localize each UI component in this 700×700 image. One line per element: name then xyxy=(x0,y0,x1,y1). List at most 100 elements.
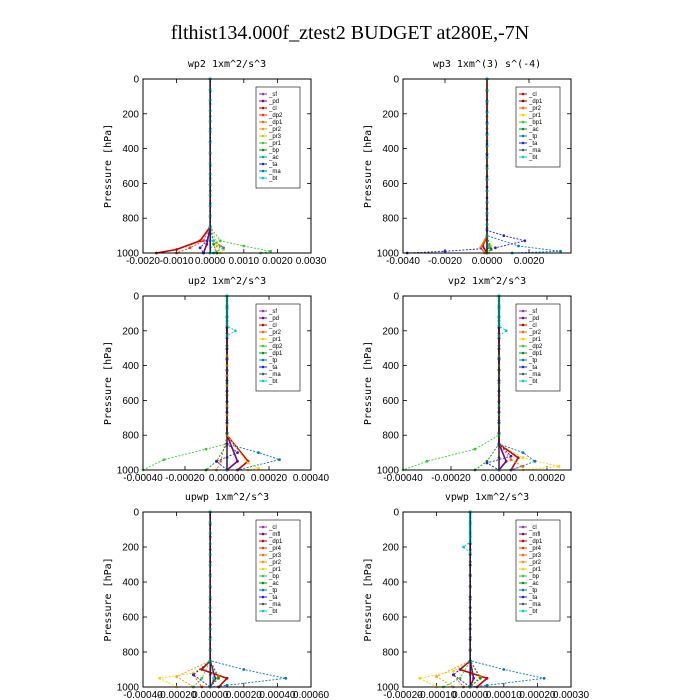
legend-label: _pr4 xyxy=(528,546,542,552)
chart-title: wp2 1xm^2/s^3 xyxy=(188,59,266,70)
legend-label: _ma xyxy=(528,602,541,608)
legend-marker xyxy=(261,323,265,327)
data-point xyxy=(502,668,506,671)
legend-marker xyxy=(261,113,265,117)
legend-label: _pr2 xyxy=(268,127,282,133)
chart-panel-5: upwp 1xm^2/s^3 Pressure [hPa] 0 200 400 600 80… xyxy=(103,492,330,700)
x-tick-label: 0.0010 xyxy=(229,256,260,267)
legend-label: _pr2 xyxy=(528,330,542,336)
legend-marker xyxy=(261,567,265,571)
data-point xyxy=(158,676,162,680)
legend-marker xyxy=(521,141,525,145)
y-tick-label: 400 xyxy=(382,361,399,372)
x-tick-label: -0.00040 xyxy=(383,473,423,484)
legend-label: _dp2 xyxy=(268,113,283,119)
legend-marker xyxy=(261,148,265,152)
y-axis-label: Pressure [hPa] xyxy=(103,124,114,208)
x-tick-label: 0.00010 xyxy=(486,690,523,700)
chart-panel-4: vp2 1xm^2/s^3 Pressure [hPa] 0 200 400 600 800… xyxy=(363,276,572,484)
chart-title: vpwp 1xm^2/s^3 xyxy=(445,492,529,503)
series-line-dp1 xyxy=(205,296,228,471)
legend-marker xyxy=(261,560,265,564)
legend-label: _pr1 xyxy=(528,113,542,119)
legend-label: _ta xyxy=(528,141,538,147)
legend-label: _pr2 xyxy=(528,106,542,112)
legend-label: _pr2 xyxy=(268,330,282,336)
x-tick-label: -0.00040 xyxy=(123,473,163,484)
y-tick-label: 0 xyxy=(133,508,139,519)
y-tick-label: 200 xyxy=(122,109,139,120)
legend-marker xyxy=(261,351,265,355)
y-tick-label: 0 xyxy=(393,75,399,86)
data-point xyxy=(472,676,475,680)
series-line-pr4 xyxy=(452,512,471,688)
legend: _sf_pd_cl_pr2_pr1_dp2_dp1_tp_ta_ma_bt xyxy=(515,303,561,392)
x-tick-label: 0.00020 xyxy=(519,690,556,700)
legend: _cl_mfl_dp1_pr4_pr3_pr2_pr1_bp_ac_tp_ta_… xyxy=(515,519,561,622)
legend: _sf_pd_cl_dp2_dp1_pr2_pr3_pr1_bp_ac_ta_m… xyxy=(255,86,301,189)
series-line-dp1 xyxy=(209,79,221,254)
y-tick-label: 400 xyxy=(382,578,399,589)
legend-marker xyxy=(261,99,265,103)
legend-marker xyxy=(521,106,525,110)
data-point xyxy=(425,459,429,463)
legend: _sf_pd_cl_pr2_pr1_dp2_dp1_tp_ta_ma_bt xyxy=(255,303,301,392)
data-point xyxy=(242,668,246,671)
y-tick-label: 200 xyxy=(382,109,399,120)
y-tick-label: 1000 xyxy=(377,683,400,694)
legend-label: _sf xyxy=(528,309,537,315)
data-point xyxy=(521,451,525,454)
legend-marker xyxy=(261,525,265,529)
legend-marker xyxy=(521,525,525,529)
legend-marker xyxy=(521,92,525,96)
legend-label: _tp xyxy=(528,588,538,594)
data-point xyxy=(212,239,216,243)
y-tick-label: 1000 xyxy=(377,249,400,260)
legend-label: _ac xyxy=(268,155,279,161)
y-axis-label: Pressure [hPa] xyxy=(103,557,114,641)
data-point xyxy=(198,246,202,250)
legend-label: _cl xyxy=(268,106,277,112)
legend-label: _bp xyxy=(528,574,540,580)
legend-marker xyxy=(521,532,525,536)
series-line-dp1 xyxy=(474,296,500,471)
legend-label: _dp2 xyxy=(268,344,283,350)
series-line-pr1 xyxy=(418,512,471,688)
legend-marker xyxy=(521,372,525,376)
chart-title: vp2 1xm^2/s^3 xyxy=(448,276,526,287)
data-point xyxy=(452,669,455,673)
data-point xyxy=(188,246,192,250)
data-point xyxy=(212,676,216,680)
data-point xyxy=(257,451,260,454)
legend: _cl_dp1_pr2_pr1_bp1_ac_tp_ta_ma_bt xyxy=(515,86,561,168)
series-line-cl xyxy=(156,79,211,254)
data-point xyxy=(175,248,179,251)
data-point xyxy=(462,545,465,549)
series-line-bp xyxy=(443,512,471,688)
legend-label: _ma xyxy=(268,372,281,378)
data-point xyxy=(218,239,222,243)
series-line-dp1 xyxy=(458,512,489,688)
legend-marker xyxy=(261,344,265,348)
series-line-pr1 xyxy=(158,512,211,688)
data-point xyxy=(215,459,218,463)
legend-label: _tp xyxy=(268,588,278,594)
legend-marker xyxy=(521,337,525,341)
data-point xyxy=(443,249,447,253)
legend-label: _bp xyxy=(268,574,280,580)
legend-label: _bt xyxy=(528,379,538,385)
x-tick-label: 0.00000 xyxy=(209,473,246,484)
legend-marker xyxy=(521,323,525,327)
legend-label: _bt xyxy=(268,379,278,385)
legend-marker xyxy=(261,539,265,543)
data-point xyxy=(485,676,489,680)
x-tick-label: 0.0020 xyxy=(514,256,545,267)
legend-label: _pr3 xyxy=(268,134,282,140)
legend-label: _dp1 xyxy=(528,539,543,545)
data-point xyxy=(257,466,260,470)
series-line-pr2 xyxy=(435,512,471,688)
data-point xyxy=(236,451,239,454)
legend-marker xyxy=(521,581,525,585)
legend-label: _mfl xyxy=(268,532,280,538)
legend-marker xyxy=(521,365,525,369)
